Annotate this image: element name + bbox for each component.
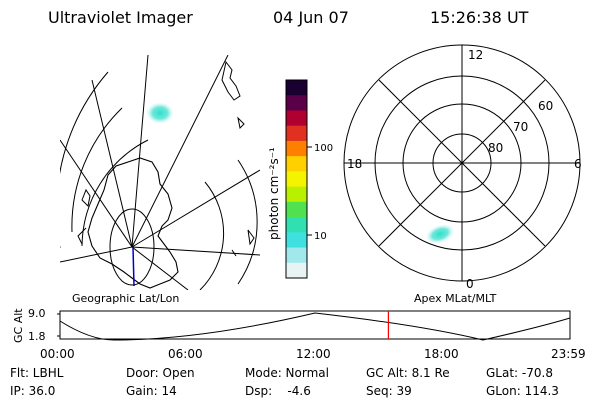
- altitude-xtick-1200: 12:00: [296, 347, 331, 361]
- instrument-title: Ultraviolet Imager: [48, 8, 193, 27]
- colorbar-tick-label-10: 10: [314, 231, 327, 242]
- colorbar-band: [286, 171, 307, 188]
- geographic-map: [60, 55, 260, 290]
- colorbar-band: [286, 110, 307, 127]
- time-label: 15:26:38 UT: [430, 8, 529, 27]
- colorbar: 100 10 photon cm⁻²s⁻¹: [267, 79, 333, 279]
- altitude-xtick-0000: 00:00: [40, 347, 75, 361]
- coastline-antarctica: [87, 157, 179, 289]
- map-latitude-arc: [71, 107, 123, 233]
- coastline-continent: [221, 60, 241, 101]
- map-latitude-arc: [60, 71, 109, 248]
- door-readout: Door: Open: [126, 366, 195, 380]
- map-meridian: [131, 246, 260, 256]
- colorbar-band: [286, 156, 307, 172]
- altitude-ylabel: GC Alt: [12, 308, 25, 343]
- mlt-label-6: 6: [574, 157, 582, 171]
- colorbar-band: [286, 95, 307, 112]
- coastline-island: [247, 229, 255, 246]
- altitude-xtick-1800: 18:00: [424, 347, 459, 361]
- map-meridian: [131, 169, 260, 248]
- colorbar-band: [286, 80, 307, 96]
- coastline-peninsula: [77, 227, 87, 245]
- gain-readout: Gain: 14: [126, 384, 177, 398]
- altitude-strip: 9.0 1.8 GC Alt 00:00 06:00 12:00 18:00 2…: [12, 307, 586, 361]
- glon-readout: GLon: 114.3: [486, 384, 559, 398]
- gc-alt-readout: GC Alt: 8.1 Re: [366, 366, 450, 380]
- ip-readout: IP: 36.0: [10, 384, 56, 398]
- altitude-curve: [59, 312, 571, 341]
- map-latitude-arc: [81, 139, 149, 247]
- altitude-xtick-0600: 06:00: [168, 347, 203, 361]
- map-latitude-arc: [237, 159, 258, 285]
- coastline-island: [81, 188, 91, 208]
- altitude-ytick-label-low: 1.8: [28, 330, 46, 343]
- coastline-island: [237, 116, 245, 130]
- mlt-label-12: 12: [468, 48, 483, 62]
- satellite-track-line: [132, 246, 135, 287]
- colorbar-band: [286, 262, 307, 279]
- coastline-fragment: [231, 249, 237, 257]
- colorbar-band: [286, 186, 307, 203]
- dsp-readout: Dsp: -4.6: [245, 384, 311, 398]
- mlt-label-0: 0: [466, 277, 474, 291]
- colorbar-frame: [285, 79, 308, 279]
- map-meridian: [131, 246, 189, 290]
- polar-plot-caption: Apex MLat/MLT: [414, 292, 497, 305]
- map-meridian: [60, 246, 133, 263]
- colorbar-band: [286, 125, 307, 142]
- mlt-label-18: 18: [347, 157, 362, 171]
- colorbar-band: [286, 247, 307, 264]
- colorbar-band: [286, 140, 307, 157]
- filter-readout: Flt: LBHL: [10, 366, 64, 380]
- colorbar-units-label: photon cm⁻²s⁻¹: [267, 147, 281, 240]
- mlat-label-70: 70: [513, 120, 528, 134]
- mlat-label-80: 80: [488, 141, 503, 155]
- map-meridian: [60, 139, 133, 248]
- seq-readout: Seq: 39: [366, 384, 412, 398]
- map-meridian: [131, 55, 229, 248]
- altitude-xtick-2359: 23:59: [551, 347, 586, 361]
- left-map-caption: Geographic Lat/Lon: [72, 292, 179, 305]
- colorbar-tick-label-100: 100: [314, 143, 333, 154]
- mlat-label-60: 60: [538, 99, 553, 113]
- date-label: 04 Jun 07: [273, 8, 349, 27]
- polar-diagonal: [378, 79, 546, 247]
- aurora-emission-blob: [146, 102, 174, 124]
- colorbar-band: [286, 232, 307, 249]
- polar-plot: [343, 44, 581, 282]
- aurora-emission-blob-polar: [425, 224, 455, 244]
- colorbar-band: [286, 217, 307, 233]
- map-meridian: [91, 79, 133, 248]
- glat-readout: GLat: -70.8: [486, 366, 553, 380]
- colorbar-band: [286, 201, 307, 218]
- map-meridian: [131, 55, 149, 248]
- mode-readout: Mode: Normal: [245, 366, 329, 380]
- map-inner-ring: [109, 208, 155, 286]
- map-latitude-arc: [199, 181, 225, 290]
- altitude-ytick-label-high: 9.0: [28, 307, 46, 320]
- altitude-strip-frame: [59, 310, 571, 340]
